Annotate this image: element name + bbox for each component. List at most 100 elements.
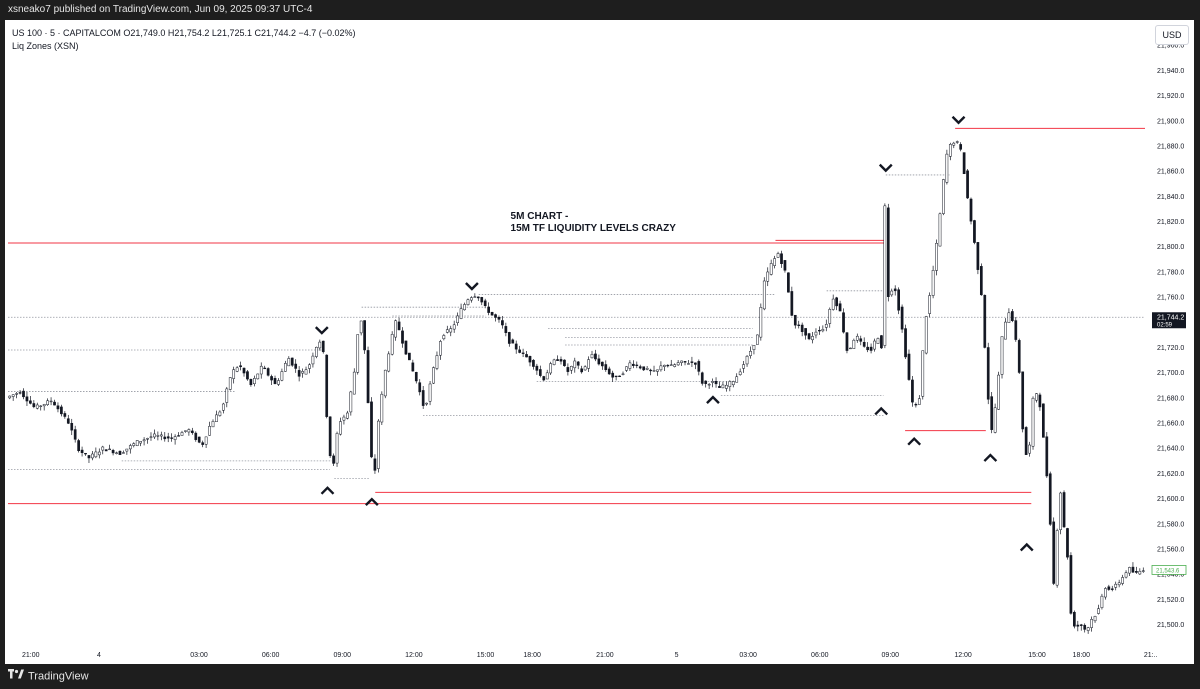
tradingview-logo-icon xyxy=(8,664,24,689)
candle-body xyxy=(907,353,911,380)
candle-body xyxy=(652,370,656,372)
price-tick-label: 21,500.0 xyxy=(1157,622,1184,629)
candle-body xyxy=(897,289,900,311)
candle-body xyxy=(866,346,869,351)
price-tick-label: 21,540.0 xyxy=(1157,572,1184,579)
candle-body xyxy=(170,437,174,439)
candle-body xyxy=(115,452,118,454)
candle-body xyxy=(645,367,649,370)
candle-body xyxy=(1141,570,1145,572)
candle-body xyxy=(611,372,615,378)
candle-body xyxy=(828,309,832,324)
candle-body xyxy=(756,334,759,345)
price-tick-label: 21,620.0 xyxy=(1157,471,1184,478)
candle-body xyxy=(725,384,728,389)
candle-body xyxy=(621,373,625,375)
candle-body xyxy=(749,351,752,356)
price-tick-label: 21,680.0 xyxy=(1157,395,1184,402)
candle-body xyxy=(442,335,446,340)
symbol-ohlc-line[interactable]: US 100 · 5 · CAPITALCOM O21,749.0 H21,75… xyxy=(12,28,356,38)
candle-body xyxy=(697,361,701,372)
candle-body xyxy=(745,355,749,365)
time-tick-label: 03:00 xyxy=(739,652,757,659)
candle-body xyxy=(959,144,963,150)
candlestick-chart[interactable]: 21,500.0 21,520.0 21,540.0 21,560.0 21,580.0… xyxy=(5,20,1194,664)
price-tick-label: 21,580.0 xyxy=(1157,521,1184,528)
candle-body xyxy=(332,455,335,464)
candle-body xyxy=(501,320,504,326)
candle-body xyxy=(118,450,122,455)
candle-body xyxy=(669,364,673,366)
candle-body xyxy=(339,421,342,435)
liquidity-levels-layer xyxy=(8,127,1145,505)
candle-body xyxy=(728,381,732,387)
candle-body xyxy=(869,346,873,351)
candle-body xyxy=(414,372,418,382)
candle-body xyxy=(215,414,218,422)
chart-panel[interactable]: 21,500.0 21,520.0 21,540.0 21,560.0 21,580.0… xyxy=(5,20,1194,664)
swing-high-chevron-icon xyxy=(465,282,479,291)
candle-body xyxy=(1138,570,1142,575)
price-tick-label: 21,760.0 xyxy=(1157,295,1184,302)
candle-body xyxy=(935,242,938,271)
candle-body xyxy=(163,436,167,440)
candle-body xyxy=(721,384,725,389)
candle-body xyxy=(487,306,490,313)
candle-body xyxy=(1062,492,1066,528)
candle-body xyxy=(1086,627,1090,631)
candle-body xyxy=(435,355,439,369)
candle-body xyxy=(618,375,621,378)
time-tick-label: 5 xyxy=(675,652,679,659)
indicator-label[interactable]: Liq Zones (XSN) xyxy=(12,41,79,51)
candle-body xyxy=(318,341,322,349)
candle-body xyxy=(1000,336,1004,375)
candle-body xyxy=(159,434,163,437)
candle-body xyxy=(49,400,53,403)
candle-body xyxy=(284,363,287,372)
price-axis[interactable]: 21,500.0 21,520.0 21,540.0 21,560.0 21,580.0… xyxy=(1151,43,1187,629)
candle-body xyxy=(352,371,356,395)
candle-body xyxy=(1100,595,1104,608)
candle-body xyxy=(366,350,370,404)
candle-body xyxy=(793,314,797,326)
candle-body xyxy=(421,390,425,406)
candle-body xyxy=(449,328,453,333)
candle-body xyxy=(253,378,256,385)
candle-body xyxy=(993,407,997,433)
candle-body xyxy=(1004,321,1007,340)
candle-body xyxy=(580,368,584,373)
candle-body xyxy=(528,356,532,363)
time-axis[interactable]: 21:00 4 03:00 06:00 09:00 12:00 15:00 18:00 21:0… xyxy=(22,652,1158,659)
candle-body xyxy=(73,429,77,440)
candle-body xyxy=(308,364,311,369)
candle-body xyxy=(456,315,459,323)
candle-body xyxy=(22,390,25,398)
candle-body xyxy=(559,359,563,362)
candle-body xyxy=(11,394,15,397)
candle-body xyxy=(190,430,194,434)
candle-body xyxy=(731,381,735,386)
candle-body xyxy=(814,331,818,336)
candle-body xyxy=(873,340,876,350)
candle-body xyxy=(507,332,511,344)
currency-button[interactable]: USD xyxy=(1155,25,1189,45)
price-tick-label: 21,820.0 xyxy=(1157,219,1184,226)
candle-body xyxy=(966,170,969,199)
candle-body xyxy=(432,367,435,384)
candle-body xyxy=(125,448,129,452)
candle-body xyxy=(979,266,983,296)
candle-body xyxy=(483,300,487,306)
candle-body xyxy=(342,416,346,421)
candle-body xyxy=(628,362,632,369)
candle-body xyxy=(1114,583,1118,588)
candle-body xyxy=(1052,521,1056,584)
candle-body xyxy=(597,358,601,365)
candle-body xyxy=(797,324,801,326)
candle-body xyxy=(969,198,973,222)
candle-body xyxy=(1007,312,1011,323)
candle-body xyxy=(614,375,618,378)
candle-body xyxy=(880,335,883,349)
candle-body xyxy=(1079,624,1083,626)
candle-body xyxy=(201,442,205,445)
candle-body xyxy=(87,455,91,459)
